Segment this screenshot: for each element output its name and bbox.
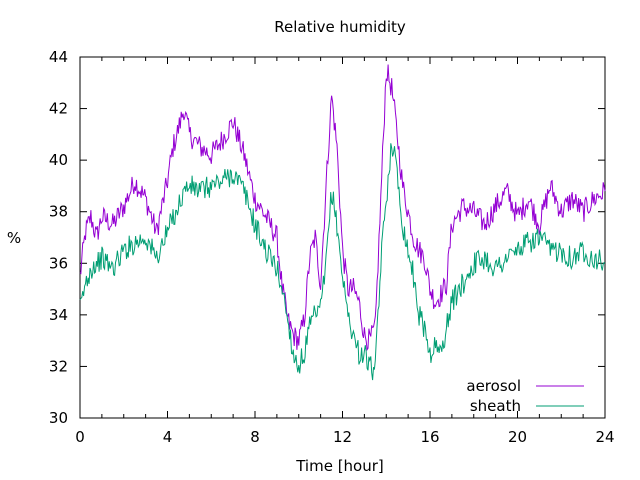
ticks: 0 4 8 12 16 20 24 30 32 34 36 38 40 42 44 [49,48,615,446]
x-tick-label: 24 [595,428,614,446]
y-axis-label: % [7,229,21,247]
y-tick-label: 44 [49,48,68,66]
y-tick-label: 30 [49,409,68,427]
legend-label-sheath: sheath [470,397,521,415]
legend: aerosol sheath [466,377,584,415]
y-tick-label: 36 [49,254,68,272]
series-layer [79,64,606,381]
series-line-aerosol [79,64,606,352]
x-tick-label: 0 [75,428,85,446]
x-tick-label: 8 [250,428,260,446]
chart-title: Relative humidity [274,18,406,36]
y-tick-label: 38 [49,203,68,221]
y-tick-label: 40 [49,151,68,169]
series-line-sheath [79,143,606,381]
y-tick-label: 34 [49,306,68,324]
x-tick-label: 12 [333,428,352,446]
x-axis-label: Time [hour] [295,457,384,475]
legend-label-aerosol: aerosol [466,377,521,395]
y-tick-label: 42 [49,100,68,118]
x-tick-label: 20 [508,428,527,446]
y-tick-label: 32 [49,357,68,375]
x-tick-label: 16 [420,428,439,446]
x-tick-label: 4 [163,428,173,446]
